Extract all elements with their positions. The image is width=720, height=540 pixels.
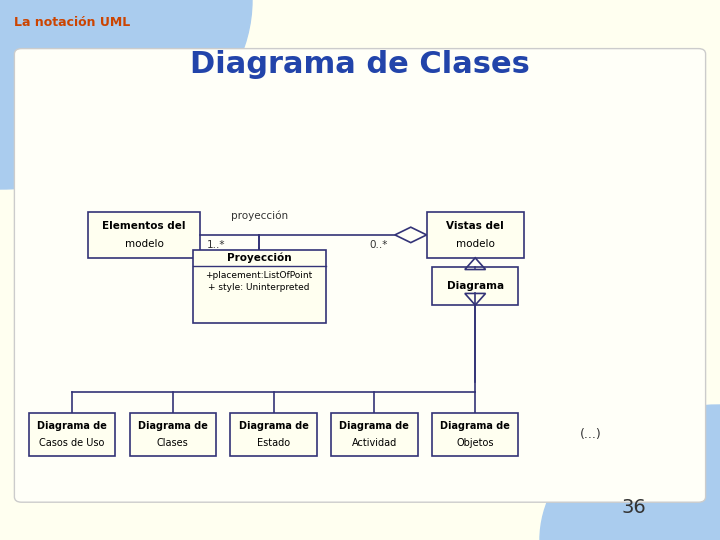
Text: +placement:ListOfPoint: +placement:ListOfPoint	[206, 271, 312, 280]
FancyBboxPatch shape	[426, 212, 524, 258]
FancyBboxPatch shape	[130, 413, 216, 456]
Text: (...): (...)	[580, 428, 601, 441]
Text: 36: 36	[621, 498, 646, 517]
Text: Diagrama: Diagrama	[446, 281, 504, 291]
Text: Diagrama de: Diagrama de	[339, 421, 410, 431]
Text: 0..*: 0..*	[369, 240, 387, 249]
Text: Diagrama de: Diagrama de	[37, 421, 107, 431]
FancyBboxPatch shape	[29, 413, 115, 456]
Text: Vistas del: Vistas del	[446, 221, 504, 231]
FancyBboxPatch shape	[89, 212, 200, 258]
FancyBboxPatch shape	[230, 413, 317, 456]
Text: Estado: Estado	[257, 438, 290, 448]
Text: Diagrama de: Diagrama de	[138, 421, 208, 431]
Wedge shape	[0, 0, 252, 189]
Text: Diagrama de: Diagrama de	[238, 421, 309, 431]
FancyBboxPatch shape	[432, 413, 518, 456]
Text: 1..*: 1..*	[207, 240, 225, 249]
Text: proyección: proyección	[230, 211, 288, 221]
Text: La notación UML: La notación UML	[14, 16, 130, 29]
Text: Casos de Uso: Casos de Uso	[40, 438, 104, 448]
Wedge shape	[540, 405, 720, 540]
Text: Actividad: Actividad	[352, 438, 397, 448]
Text: Elementos del: Elementos del	[102, 221, 186, 231]
Text: modelo: modelo	[125, 239, 163, 249]
Text: Clases: Clases	[157, 438, 189, 448]
Text: + style: Uninterpreted: + style: Uninterpreted	[209, 283, 310, 292]
Text: Objetos: Objetos	[456, 438, 494, 448]
FancyBboxPatch shape	[432, 267, 518, 305]
FancyBboxPatch shape	[14, 49, 706, 502]
FancyBboxPatch shape	[192, 249, 325, 322]
FancyBboxPatch shape	[331, 413, 418, 456]
Text: Proyección: Proyección	[227, 253, 292, 263]
Text: Diagrama de Clases: Diagrama de Clases	[190, 50, 530, 79]
Text: Diagrama de: Diagrama de	[440, 421, 510, 431]
Text: modelo: modelo	[456, 239, 495, 249]
